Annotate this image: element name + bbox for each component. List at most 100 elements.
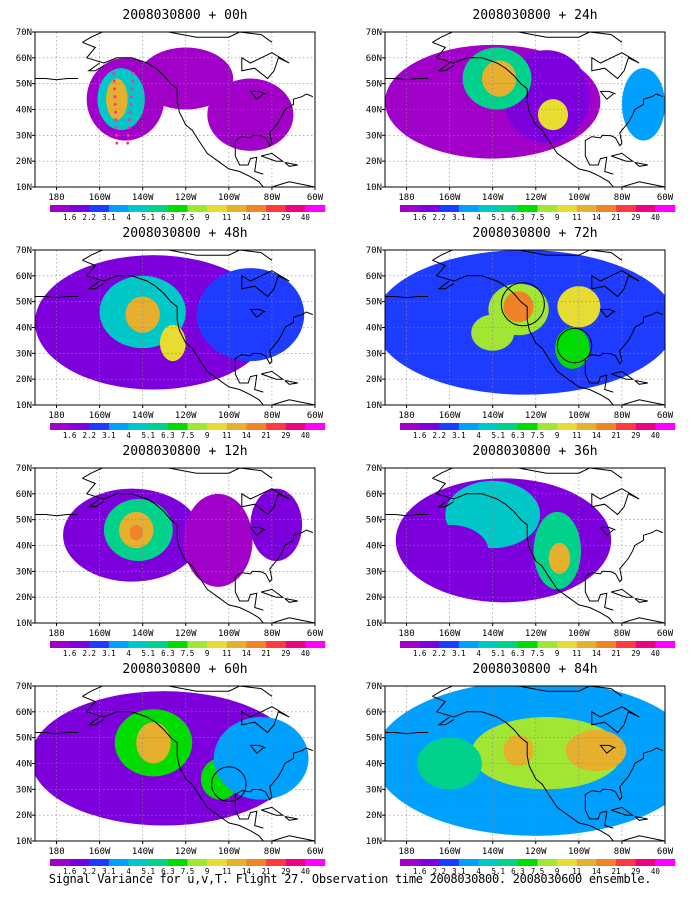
- coastline: [87, 498, 105, 508]
- x-tick-label: 180: [48, 411, 64, 421]
- variance-field: [35, 691, 309, 826]
- observation-point: [126, 133, 130, 137]
- colorbar-swatch: [167, 641, 188, 648]
- coastline: [584, 529, 663, 583]
- colorbar-label: 21: [612, 867, 621, 876]
- variance-map: 10N 20N 30N 40N 50N 60N 70N 180 160W 140W 120W 100W…: [366, 464, 676, 658]
- colorbar-label: 9: [205, 213, 210, 222]
- colorbar-label: 5.1: [141, 213, 155, 222]
- colorbar-swatch: [207, 641, 228, 648]
- observation-point: [131, 71, 135, 75]
- x-tick-label: 180: [48, 629, 64, 639]
- variance-contour: [503, 291, 534, 323]
- colorbar-swatch: [108, 859, 129, 866]
- y-tick-label: 50N: [366, 734, 382, 744]
- x-tick-label: 180: [48, 193, 64, 203]
- colorbar-swatch: [167, 859, 188, 866]
- colorbar-label: 5.1: [141, 649, 155, 658]
- colorbar-swatch: [537, 423, 558, 430]
- coastlines: [385, 468, 665, 623]
- map-panel: 2008030800 + 12h 10N 20N 30N 40N 50N 60N 70N 180…: [16, 444, 350, 658]
- colorbar-swatch: [576, 423, 597, 430]
- colorbar-label: 5.1: [141, 431, 155, 440]
- x-tick-label: 180: [398, 629, 414, 639]
- colorbar-label: 14: [242, 867, 252, 876]
- colorbar-swatch: [187, 641, 208, 648]
- colorbar-label: 11: [222, 649, 231, 658]
- coastline: [271, 617, 315, 623]
- y-tick-label: 50N: [366, 80, 382, 90]
- y-tick-label: 10N: [366, 619, 382, 629]
- coastline: [584, 747, 663, 801]
- variance-map: 10N 20N 30N 40N 50N 60N 70N 180 160W 140W 120W 100W…: [366, 682, 676, 876]
- y-tick-label: 20N: [16, 157, 32, 167]
- coastline: [271, 181, 315, 187]
- x-tick-label: 140W: [482, 193, 504, 203]
- coastline: [284, 816, 298, 821]
- colorbar-swatch: [400, 641, 420, 648]
- variance-contour: [213, 717, 309, 800]
- coastline: [87, 280, 105, 290]
- variance-map: 10N 20N 30N 40N 50N 60N 70N 180 160W 140W 120W 100W…: [16, 28, 326, 222]
- colorbar-swatch: [517, 641, 538, 648]
- colorbar-label: 4: [126, 431, 131, 440]
- coastline: [437, 62, 455, 72]
- coastline: [621, 835, 665, 841]
- y-tick-label: 70N: [16, 464, 32, 474]
- coastline: [234, 799, 264, 829]
- y-tick-label: 60N: [16, 272, 32, 282]
- panel-title: 2008030800 + 84h: [472, 662, 598, 677]
- coastline: [599, 90, 616, 100]
- colorbar: 1.6 2.2 3.1 4 5.1 6.3 7.5 9 11 14 21 29 40: [400, 205, 676, 222]
- observation-point: [113, 102, 117, 106]
- colorbar-swatch: [478, 859, 499, 866]
- y-tick-label: 60N: [16, 490, 32, 500]
- colorbar-label: 4: [476, 649, 481, 658]
- coastline: [385, 732, 429, 735]
- coastline: [35, 296, 79, 299]
- coastline: [432, 477, 614, 623]
- coastline: [621, 617, 665, 623]
- coastline: [234, 581, 264, 611]
- colorbar-label: 40: [651, 867, 661, 876]
- colorbar-label: 9: [205, 431, 210, 440]
- observation-point: [115, 141, 119, 145]
- colorbar-label: 7.5: [181, 213, 195, 222]
- colorbar-label: 14: [242, 431, 252, 440]
- colorbar-label: 11: [572, 867, 581, 876]
- colorbar-label: 4: [126, 649, 131, 658]
- colorbar-label: 7.5: [531, 649, 545, 658]
- colorbar-label: 7.5: [181, 431, 195, 440]
- colorbar-swatch: [128, 641, 149, 648]
- colorbar-label: 4: [476, 213, 481, 222]
- coastline: [591, 488, 640, 516]
- panel-title: 2008030800 + 60h: [122, 662, 248, 677]
- x-tick-label: 160W: [439, 193, 461, 203]
- colorbar-swatch: [439, 423, 460, 430]
- colorbar-label: 9: [205, 867, 210, 876]
- colorbar-swatch: [655, 423, 676, 430]
- colorbar-label: 1.6: [413, 867, 427, 876]
- coastline: [35, 514, 79, 517]
- panel-title: 2008030800 + 72h: [472, 226, 598, 241]
- y-tick-label: 30N: [366, 131, 382, 141]
- colorbar-swatch: [285, 205, 306, 212]
- colorbar-label: 7.5: [531, 431, 545, 440]
- colorbar: 1.6 2.2 3.1 4 5.1 6.3 7.5 9 11 14 21 29 40: [400, 641, 676, 658]
- target-region-circle: [556, 327, 593, 364]
- colorbar-swatch: [458, 859, 479, 866]
- y-tick-label: 10N: [16, 183, 32, 193]
- colorbar-label: 9: [555, 431, 560, 440]
- colorbar: 1.6 2.2 3.1 4 5.1 6.3 7.5 9 11 14 21 29 40: [50, 641, 326, 658]
- y-tick-label: 60N: [366, 490, 382, 500]
- colorbar-label: 6.3: [161, 431, 175, 440]
- colorbar: 1.6 2.2 3.1 4 5.1 6.3 7.5 9 11 14 21 29 40: [50, 859, 326, 876]
- x-tick-label: 120W: [525, 847, 547, 857]
- colorbar-label: 6.3: [511, 431, 525, 440]
- variance-contour: [183, 493, 253, 587]
- x-tick-label: 120W: [175, 411, 197, 421]
- colorbar: 1.6 2.2 3.1 4 5.1 6.3 7.5 9 11 14 21 29 40: [400, 423, 676, 440]
- y-tick-label: 60N: [16, 708, 32, 718]
- colorbar-swatch: [478, 423, 499, 430]
- coastline: [87, 62, 105, 72]
